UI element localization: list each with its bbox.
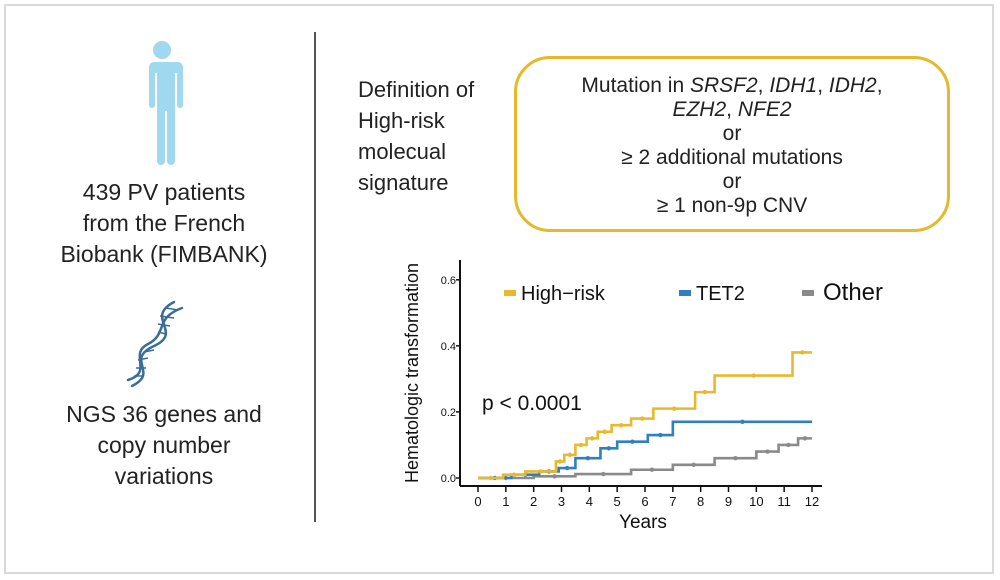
censor-mark-high-risk <box>751 373 756 378</box>
censor-mark-other <box>802 436 808 441</box>
patients-line-3: Biobank (FIMBANK) <box>60 241 268 267</box>
gene-srsf2: SRSF2 <box>689 74 758 97</box>
y-tick-label: 0.0 <box>441 473 456 485</box>
censor-mark-high-risk <box>567 452 573 458</box>
vertical-divider <box>314 32 316 522</box>
censor-mark-tet2 <box>564 465 570 471</box>
censor-mark-other <box>691 462 696 467</box>
patients-description: 439 PV patients from the French Biobank … <box>14 177 314 270</box>
censor-mark-tet2 <box>658 432 663 438</box>
definition-label: Definition of High-risk molecual signatu… <box>358 74 474 198</box>
x-tick-label: 9 <box>725 494 732 509</box>
dna-helix-icon <box>126 300 184 388</box>
gene-idh1: IDH1 <box>769 74 818 97</box>
x-tick-label: 0 <box>474 494 481 509</box>
patients-line-1: 439 PV patients <box>82 179 246 205</box>
definition-label-line-1: Definition of <box>358 77 475 102</box>
legend-label-tet2: TET2 <box>696 283 745 305</box>
y-tick-label: 0.2 <box>441 407 456 419</box>
y-tick-label: 0.4 <box>441 341 456 353</box>
x-tick-label: 1 <box>502 494 509 509</box>
x-tick-label: 2 <box>530 494 537 509</box>
x-tick-label: 8 <box>697 494 704 509</box>
censor-mark-high-risk <box>672 406 677 411</box>
criterion-cnv: ≥ 1 non-9p CNV <box>656 194 808 217</box>
definition-label-line-2: High-risk <box>358 108 445 133</box>
ngs-line-3: variations <box>114 463 214 489</box>
censor-mark-other <box>733 455 738 461</box>
definition-box: Mutation in SRSF2, IDH1, IDH2, EZH2, NFE… <box>514 56 950 232</box>
censor-mark-high-risk <box>557 459 563 464</box>
censor-mark-other <box>786 442 791 448</box>
person-icon <box>146 41 183 165</box>
censor-mark-high-risk <box>640 416 645 421</box>
x-tick-label: 10 <box>749 494 763 509</box>
censor-mark-tet2 <box>740 419 745 425</box>
gene-ezh2: EZH2 <box>672 98 727 121</box>
censor-mark-high-risk <box>578 442 584 448</box>
y-tick-label: 0.6 <box>441 275 456 287</box>
legend-swatch-high-risk <box>504 290 516 296</box>
x-tick-label: 5 <box>614 494 621 509</box>
p-value-annotation: p < 0.0001 <box>482 392 582 415</box>
censor-mark-other <box>601 471 606 477</box>
ngs-description: NGS 36 genes and copy number variations <box>14 399 314 492</box>
legend: High−risk TET2 Other <box>504 279 883 306</box>
censor-mark-other <box>649 467 655 472</box>
definition-label-line-4: signature <box>358 170 449 195</box>
censor-mark-other <box>552 474 557 479</box>
censor-mark-high-risk <box>589 436 595 441</box>
gene-separator-1: , <box>757 74 770 97</box>
censor-mark-high-risk <box>619 422 624 428</box>
definition-label-line-3: molecual <box>358 139 447 164</box>
gene-separator-3: , <box>876 74 883 97</box>
patients-line-2: from the French <box>82 210 246 236</box>
censor-mark-tet2 <box>606 446 612 451</box>
criterion-additional-mutations: ≥ 2 additional mutations <box>621 146 843 169</box>
censor-mark-high-risk <box>488 475 493 481</box>
mutation-line-2: EZH2, NFE2 <box>517 98 947 122</box>
legend-swatch-other <box>802 290 814 296</box>
y-axis-label: Hematologic transformation <box>402 263 422 483</box>
censor-mark-high-risk <box>702 389 708 395</box>
or-2: or <box>722 170 742 193</box>
gene-separator-2: , <box>817 74 829 97</box>
censor-mark-high-risk <box>602 429 607 434</box>
legend-label-high-risk: High−risk <box>521 283 606 305</box>
censor-mark-tet2 <box>630 439 635 444</box>
x-tick-label: 6 <box>641 494 648 509</box>
gene-idh2: IDH2 <box>828 74 877 97</box>
censor-mark-high-risk <box>511 472 517 477</box>
legend-label-other: Other <box>823 279 883 306</box>
mutation-line: Mutation in SRSF2, IDH1, IDH2, <box>517 74 947 98</box>
x-tick-label: 11 <box>777 494 791 509</box>
censor-mark-high-risk <box>800 350 805 355</box>
censor-mark-high-risk <box>538 469 543 474</box>
x-tick-label: 3 <box>558 494 565 509</box>
gene-nfe2: NFE2 <box>737 98 792 121</box>
gene-separator-4: , <box>726 98 738 121</box>
x-tick-label: 12 <box>805 494 819 509</box>
curve-high-risk <box>478 351 812 480</box>
mutation-prefix: Mutation in <box>581 74 690 97</box>
x-tick-label: 4 <box>586 494 593 509</box>
ngs-line-2: copy number <box>97 432 231 458</box>
ngs-line-1: NGS 36 genes and <box>66 401 262 427</box>
censor-mark-other <box>765 449 770 454</box>
km-chart: Hematologic transformation Years p < 0.0… <box>402 260 883 533</box>
x-tick-label: 7 <box>669 494 676 509</box>
legend-swatch-tet2 <box>679 290 691 296</box>
x-axis-label: Years <box>619 512 667 533</box>
or-1: or <box>722 122 742 145</box>
censor-mark-tet2 <box>585 455 591 461</box>
